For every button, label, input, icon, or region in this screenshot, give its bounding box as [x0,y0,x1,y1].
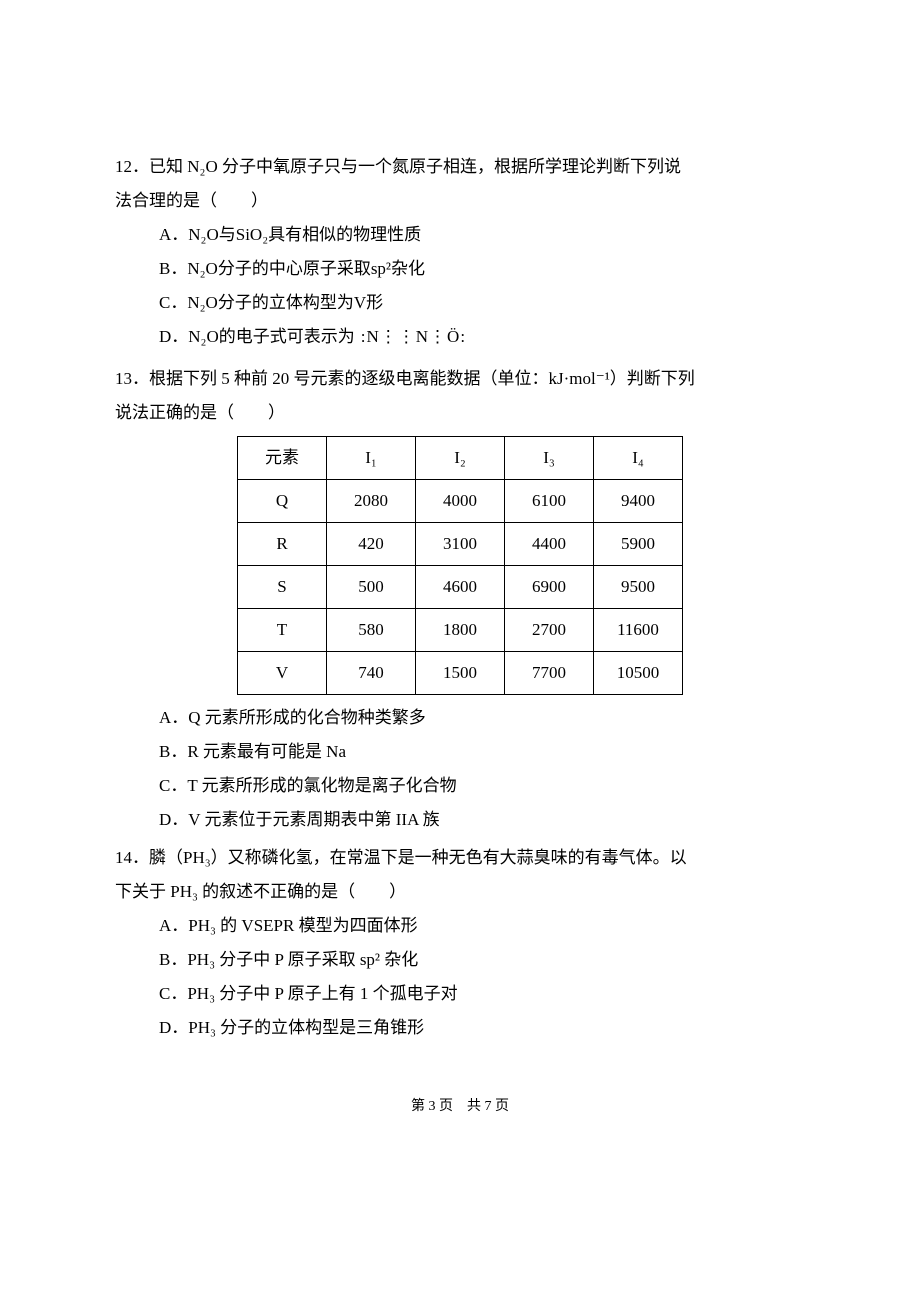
cell: 420 [327,523,416,566]
q12-lewis-structure: :N⋮⋮N⋮Ö: [361,327,466,346]
q13-options: A．Q 元素所形成的化合物种类繁多 B．R 元素最有可能是 Na C．T 元素所… [115,701,805,837]
table-header-row: 元素 I₁ I₂ I₃ I₄ [238,437,683,480]
table-row: S 500 4600 6900 9500 [238,566,683,609]
question-14: 14．膦（PH₃）又称磷化氢，在常温下是一种无色有大蒜臭味的有毒气体。以 下关于… [115,841,805,1045]
cell: 4400 [505,523,594,566]
q12-option-b: B．N₂O分子的中心原子采取sp²杂化 [159,252,805,286]
cell: 9500 [594,566,683,609]
q12-option-d: D．N₂O的电子式可表示为 :N⋮⋮N⋮Ö: [159,320,805,354]
q12-stem-line1: 12．已知 N₂O 分子中氧原子只与一个氮原子相连，根据所学理论判断下列说 [115,150,805,184]
q14-option-a: A．PH₃ 的 VSEPR 模型为四面体形 [159,909,805,943]
cell: 580 [327,609,416,652]
cell: 1800 [416,609,505,652]
q14-options: A．PH₃ 的 VSEPR 模型为四面体形 B．PH₃ 分子中 P 原子采取 s… [115,909,805,1045]
page-footer: 第 3 页 共 7 页 [115,1093,805,1121]
cell: 6900 [505,566,594,609]
page: 12．已知 N₂O 分子中氧原子只与一个氮原子相连，根据所学理论判断下列说 法合… [0,0,920,1181]
q13-option-a: A．Q 元素所形成的化合物种类繁多 [159,701,805,735]
cell: V [238,652,327,695]
th-i3: I₃ [505,437,594,480]
q13-stem-line2: 说法正确的是（ ） [115,396,805,430]
table-row: V 740 1500 7700 10500 [238,652,683,695]
table-row: R 420 3100 4400 5900 [238,523,683,566]
q14-option-d: D．PH₃ 分子的立体构型是三角锥形 [159,1011,805,1045]
cell: S [238,566,327,609]
q12-options: A．N₂O与SiO₂具有相似的物理性质 B．N₂O分子的中心原子采取sp²杂化 … [115,218,805,354]
table-row: Q 2080 4000 6100 9400 [238,480,683,523]
q12-option-c: C．N₂O分子的立体构型为V形 [159,286,805,320]
q14-option-c: C．PH₃ 分子中 P 原子上有 1 个孤电子对 [159,977,805,1011]
cell: 11600 [594,609,683,652]
th-element: 元素 [238,437,327,480]
cell: T [238,609,327,652]
cell: 10500 [594,652,683,695]
cell: R [238,523,327,566]
q13-option-d: D．V 元素位于元素周期表中第 IIA 族 [159,803,805,837]
q12-stem-line2: 法合理的是（ ） [115,184,805,218]
q12-option-a: A．N₂O与SiO₂具有相似的物理性质 [159,218,805,252]
cell: 6100 [505,480,594,523]
q14-option-b: B．PH₃ 分子中 P 原子采取 sp² 杂化 [159,943,805,977]
cell: 500 [327,566,416,609]
question-12: 12．已知 N₂O 分子中氧原子只与一个氮原子相连，根据所学理论判断下列说 法合… [115,150,805,354]
q14-stem-line2: 下关于 PH₃ 的叙述不正确的是（ ） [115,875,805,909]
q13-stem-line1: 13．根据下列 5 种前 20 号元素的逐级电离能数据（单位：kJ·mol⁻¹）… [115,362,805,396]
cell: 3100 [416,523,505,566]
table-row: T 580 1800 2700 11600 [238,609,683,652]
q13-option-b: B．R 元素最有可能是 Na [159,735,805,769]
cell: 4600 [416,566,505,609]
th-i1: I₁ [327,437,416,480]
cell: Q [238,480,327,523]
cell: 740 [327,652,416,695]
cell: 2700 [505,609,594,652]
cell: 7700 [505,652,594,695]
cell: 4000 [416,480,505,523]
q13-option-c: C．T 元素所形成的氯化物是离子化合物 [159,769,805,803]
th-i4: I₄ [594,437,683,480]
q14-stem-line1: 14．膦（PH₃）又称磷化氢，在常温下是一种无色有大蒜臭味的有毒气体。以 [115,841,805,875]
cell: 5900 [594,523,683,566]
cell: 9400 [594,480,683,523]
ionization-energy-table: 元素 I₁ I₂ I₃ I₄ Q 2080 4000 6100 9400 R 4… [237,436,683,695]
question-13: 13．根据下列 5 种前 20 号元素的逐级电离能数据（单位：kJ·mol⁻¹）… [115,362,805,837]
th-i2: I₂ [416,437,505,480]
q12-option-d-prefix: D．N₂O的电子式可表示为 [159,327,355,346]
cell: 2080 [327,480,416,523]
cell: 1500 [416,652,505,695]
